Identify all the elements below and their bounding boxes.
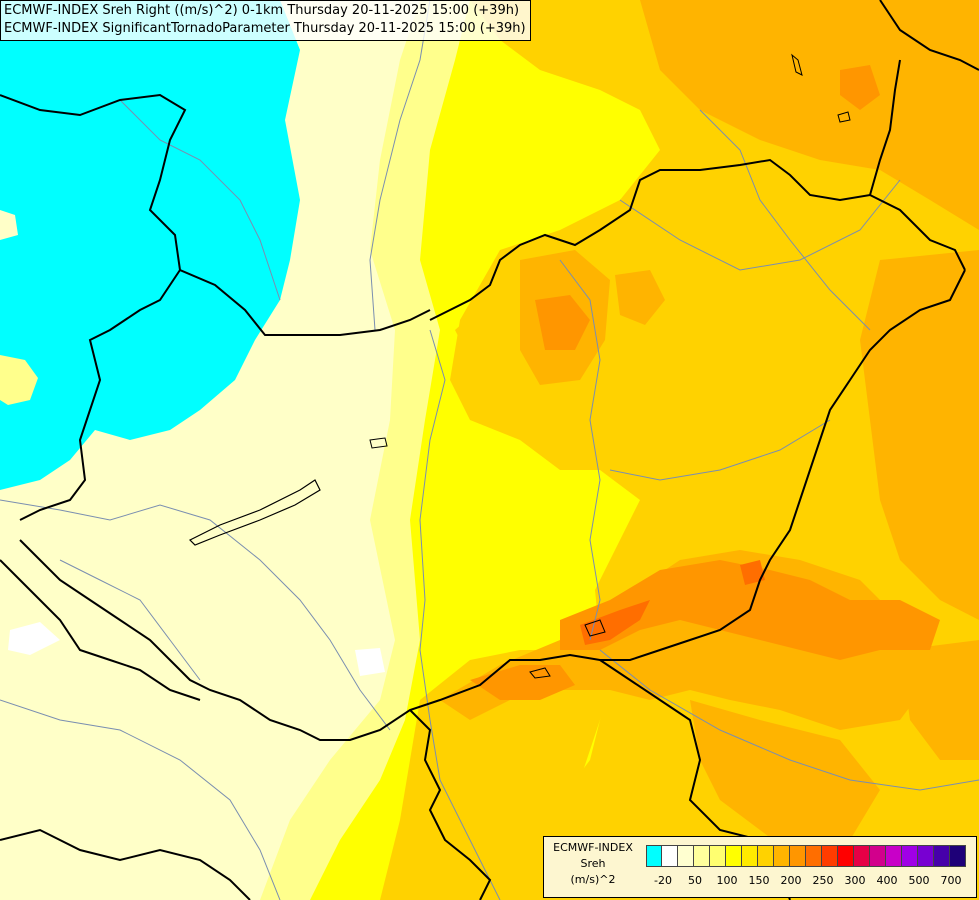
legend-swatch-10 bbox=[806, 846, 822, 866]
river-sw bbox=[0, 699, 281, 900]
legend-tick-label: 150 bbox=[748, 874, 770, 887]
border-slovakia-hungary bbox=[429, 158, 966, 321]
title-line-stp: ECMWF-INDEX SignificantTornadoParameter … bbox=[4, 21, 526, 36]
legend-tick-label: 100 bbox=[716, 874, 738, 887]
river-nw bbox=[119, 99, 281, 301]
border-south-west bbox=[0, 828, 251, 900]
pale-island-2 bbox=[0, 210, 18, 240]
legend-swatch-2 bbox=[678, 846, 694, 866]
legend-tick-label: 200 bbox=[780, 874, 802, 887]
legend-swatch-4 bbox=[710, 846, 726, 866]
river-tisza bbox=[559, 259, 601, 641]
dark-orange-center bbox=[535, 295, 590, 350]
legend-tick-label: 700 bbox=[940, 874, 962, 887]
dark-orange-ne bbox=[840, 65, 880, 110]
legend-swatch-15 bbox=[886, 846, 902, 866]
legend-swatch-18 bbox=[934, 846, 950, 866]
title-line-sreh: ECMWF-INDEX Sreh Right ((m/s)^2) 0-1km T… bbox=[4, 3, 520, 18]
legend-title: ECMWF-INDEX bbox=[553, 841, 633, 854]
legend-swatch-7 bbox=[758, 846, 774, 866]
legend-swatch-8 bbox=[774, 846, 790, 866]
legend-swatch-13 bbox=[854, 846, 870, 866]
river-north bbox=[369, 0, 431, 331]
lake-small-1 bbox=[369, 437, 388, 449]
river-east bbox=[619, 179, 901, 271]
border-ne-ukraine bbox=[869, 59, 901, 196]
lake-small-2 bbox=[529, 667, 551, 679]
legend-swatch-16 bbox=[902, 846, 918, 866]
legend-tick-label: 50 bbox=[688, 874, 702, 887]
legend-swatch-17 bbox=[918, 846, 934, 866]
legend-swatch-3 bbox=[694, 846, 710, 866]
lake-small-5 bbox=[791, 53, 803, 76]
river-w2 bbox=[59, 559, 201, 681]
legend-swatch-0 bbox=[646, 846, 662, 866]
river-danube bbox=[419, 329, 501, 900]
legend-tick-label: 300 bbox=[844, 874, 866, 887]
legend-swatch-14 bbox=[870, 846, 886, 866]
white-patch-west bbox=[8, 622, 60, 655]
cyan-region bbox=[0, 0, 300, 490]
river-se bbox=[599, 649, 979, 791]
legend-swatch-12 bbox=[838, 846, 854, 866]
border-ukraine-romania bbox=[19, 269, 966, 741]
color-legend: ECMWF-INDEX Sreh (m/s)^2 -20 50 100 150 200 2… bbox=[543, 836, 977, 898]
legend-ticks: -20 50 100 150 200 250 300 400 500 700 bbox=[646, 874, 966, 890]
orange-center-2 bbox=[615, 270, 665, 325]
lake-small-3 bbox=[584, 619, 606, 637]
map-title-box: ECMWF-INDEX Sreh Right ((m/s)^2) 0-1km T… bbox=[0, 0, 531, 41]
legend-swatch-11 bbox=[822, 846, 838, 866]
border-croatia-serbia bbox=[409, 709, 492, 900]
legend-unit: (m/s)^2 bbox=[570, 873, 616, 886]
legend-swatch-19 bbox=[950, 846, 966, 866]
pale-island bbox=[0, 355, 38, 405]
legend-swatch-9 bbox=[790, 846, 806, 866]
legend-tick-label: -20 bbox=[654, 874, 672, 887]
orange-east bbox=[860, 250, 979, 620]
lake-balaton bbox=[188, 479, 321, 546]
orange-northeast bbox=[640, 0, 979, 230]
legend-tick-label: 250 bbox=[812, 874, 834, 887]
legend-tick-label: 500 bbox=[908, 874, 930, 887]
river-west bbox=[0, 499, 391, 731]
legend-tick-label: 400 bbox=[876, 874, 898, 887]
legend-swatches bbox=[646, 845, 966, 867]
border-ne-corner bbox=[879, 0, 979, 71]
legend-variable: Sreh bbox=[580, 857, 606, 870]
river-ne bbox=[699, 109, 871, 331]
orange-se-corner bbox=[900, 640, 979, 760]
border-austria-hungary-west bbox=[19, 269, 181, 521]
legend-swatch-1 bbox=[662, 846, 678, 866]
legend-swatch-5 bbox=[726, 846, 742, 866]
white-patch bbox=[355, 648, 385, 676]
border-slovenia bbox=[0, 559, 201, 701]
lake-small-4 bbox=[837, 111, 851, 123]
river-center bbox=[609, 419, 831, 481]
legend-swatch-6 bbox=[742, 846, 758, 866]
orange-southeast bbox=[690, 700, 880, 860]
border-czech-slovakia-austria bbox=[0, 93, 431, 336]
golden-region-south bbox=[380, 650, 620, 900]
red-orange-core-2 bbox=[740, 560, 765, 585]
